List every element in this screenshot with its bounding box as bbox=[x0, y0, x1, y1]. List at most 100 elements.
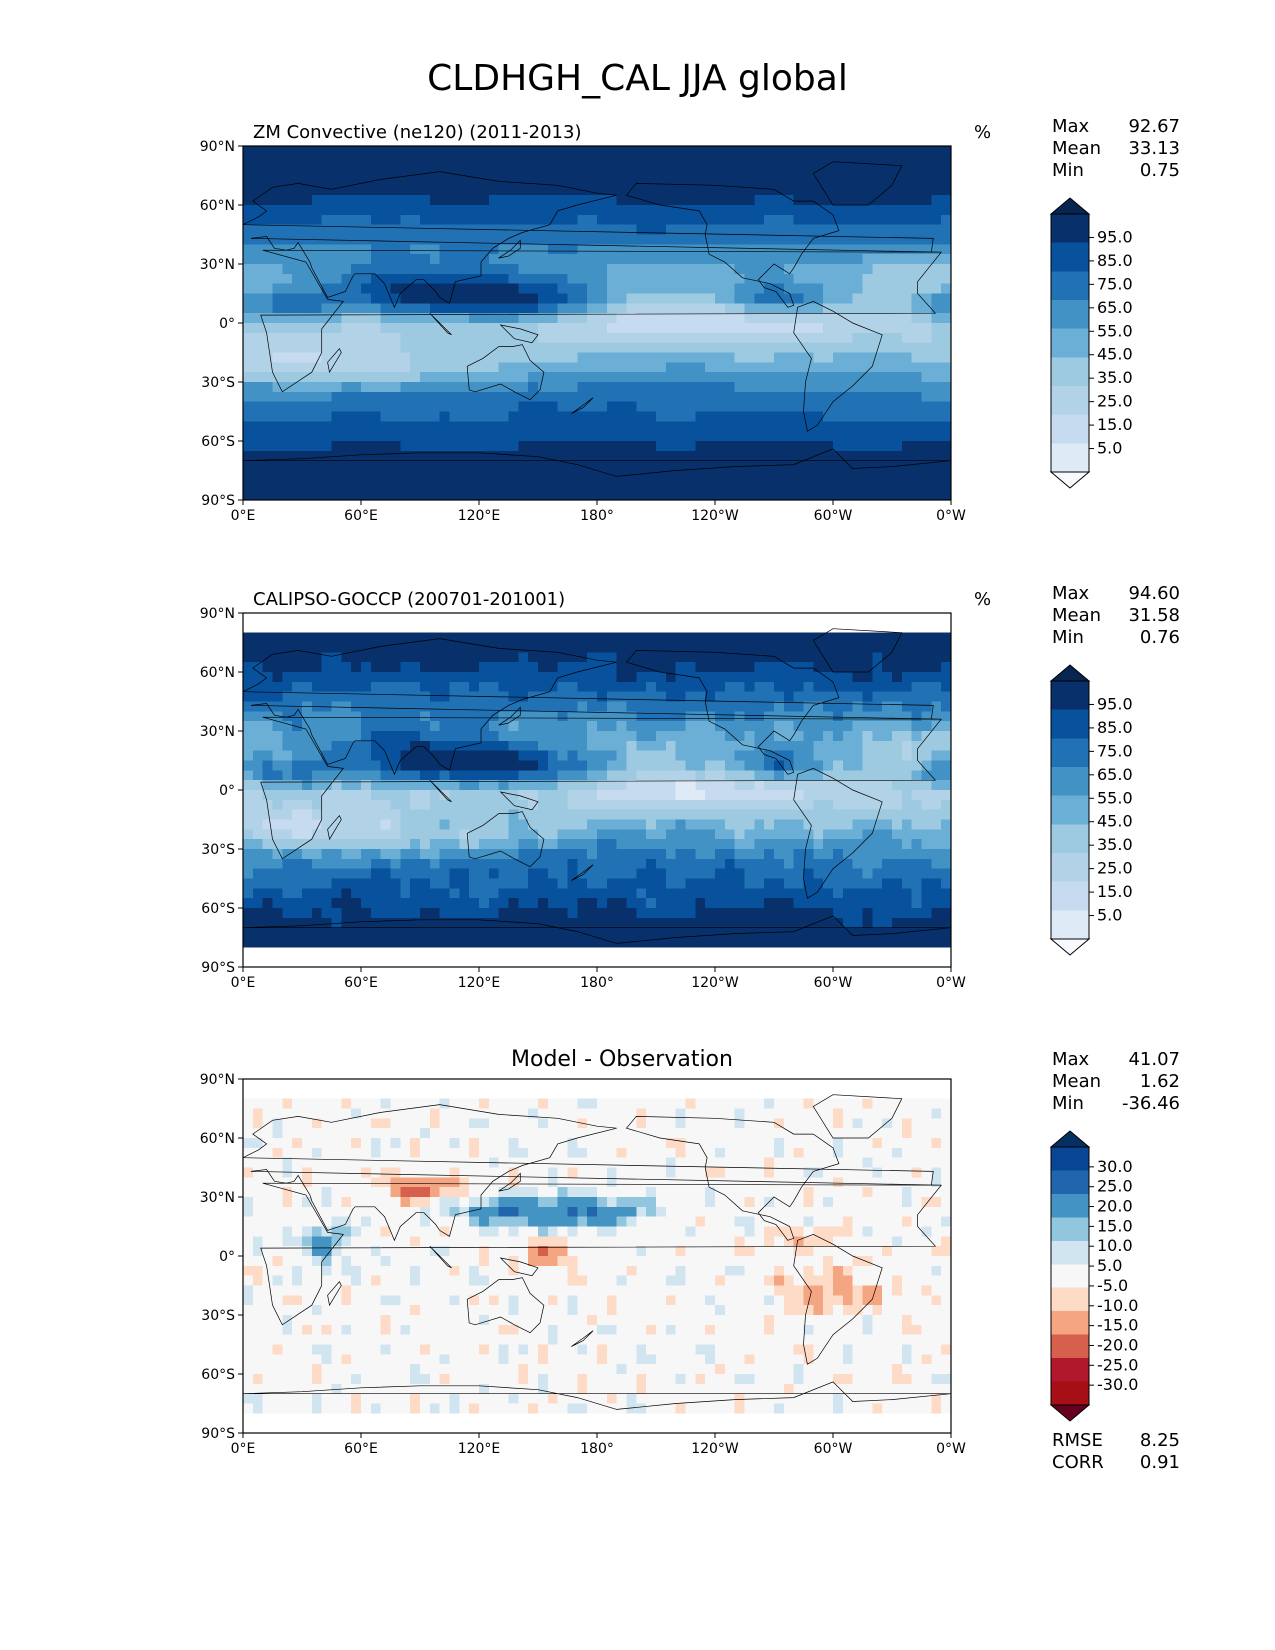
field-cell bbox=[439, 303, 451, 314]
field-cell bbox=[272, 293, 283, 304]
field-cell bbox=[793, 819, 805, 830]
field-cell bbox=[390, 273, 401, 285]
field-cell bbox=[695, 362, 706, 373]
field-cell bbox=[370, 372, 382, 383]
field-cell bbox=[862, 888, 873, 899]
field-cell bbox=[803, 917, 814, 929]
field-cell bbox=[803, 431, 814, 442]
field-cell bbox=[321, 372, 333, 383]
field-cell bbox=[410, 642, 421, 653]
field-cell bbox=[803, 878, 814, 889]
field-cell bbox=[911, 450, 923, 462]
field-cell bbox=[547, 622, 559, 634]
field-cell bbox=[774, 681, 785, 693]
field-cell bbox=[695, 898, 706, 909]
field-cell bbox=[420, 819, 431, 830]
field-cell bbox=[882, 790, 893, 801]
field-cell bbox=[459, 740, 470, 752]
field-cell bbox=[833, 829, 844, 840]
field-cell bbox=[390, 391, 401, 403]
field-cell bbox=[567, 382, 578, 393]
field-cell bbox=[272, 175, 283, 186]
field-cell bbox=[498, 470, 510, 481]
field-cell bbox=[724, 613, 736, 624]
field-cell bbox=[803, 691, 814, 703]
field-cell bbox=[557, 662, 569, 673]
field-cell bbox=[311, 155, 323, 167]
field-cell bbox=[616, 731, 628, 742]
field-cell bbox=[646, 652, 657, 663]
field-cell bbox=[764, 470, 775, 481]
field-cell bbox=[931, 362, 942, 373]
field-cell bbox=[488, 323, 500, 334]
field-cell bbox=[361, 165, 372, 177]
field-cell bbox=[420, 780, 431, 791]
field-cell bbox=[469, 460, 480, 472]
field-cell bbox=[921, 146, 932, 157]
field-cell bbox=[754, 642, 765, 653]
field-cell bbox=[370, 224, 382, 236]
field-cell bbox=[272, 195, 283, 206]
field-cell bbox=[272, 214, 283, 226]
field-cell bbox=[852, 760, 864, 771]
field-cell bbox=[695, 332, 706, 344]
field-cell bbox=[538, 362, 549, 373]
field-cell bbox=[862, 790, 873, 801]
field-cell bbox=[420, 411, 431, 422]
field-cell bbox=[420, 352, 431, 363]
field-cell bbox=[410, 799, 421, 811]
field-cell bbox=[469, 421, 480, 432]
field-cell bbox=[646, 917, 657, 929]
field-cell bbox=[754, 185, 765, 196]
field-cell bbox=[390, 332, 401, 344]
field-cell bbox=[931, 691, 942, 703]
field-cell bbox=[449, 691, 460, 703]
field-cell bbox=[705, 490, 716, 501]
field-cell bbox=[744, 701, 755, 712]
field-cell bbox=[420, 868, 431, 880]
field-cell bbox=[577, 898, 588, 909]
field-cell bbox=[636, 711, 647, 722]
field-cell bbox=[646, 293, 657, 304]
field-cell bbox=[449, 799, 460, 811]
field-cell bbox=[488, 888, 500, 899]
field-cell bbox=[547, 858, 559, 870]
field-cell bbox=[882, 441, 893, 452]
field-cell bbox=[587, 254, 598, 265]
field-cell bbox=[282, 185, 293, 196]
field-cell bbox=[488, 760, 500, 771]
field-cell bbox=[705, 829, 716, 840]
field-cell bbox=[518, 490, 529, 501]
field-cell bbox=[606, 632, 618, 644]
field-cell bbox=[665, 313, 677, 324]
field-cell bbox=[833, 480, 844, 491]
field-cell bbox=[852, 224, 864, 236]
field-cell bbox=[754, 652, 765, 663]
field-cell bbox=[715, 672, 726, 683]
field-cell bbox=[597, 175, 608, 186]
field-cell bbox=[252, 421, 264, 432]
field-cell bbox=[400, 780, 411, 791]
field-cell bbox=[547, 313, 559, 324]
field-cell bbox=[626, 214, 637, 226]
field-cell bbox=[508, 401, 519, 413]
stat-min-label: Min bbox=[1052, 160, 1084, 181]
field-cell bbox=[439, 701, 451, 712]
field-cell bbox=[488, 917, 500, 929]
field-cell bbox=[665, 450, 677, 462]
field-cell bbox=[734, 332, 746, 344]
field-cell bbox=[764, 342, 775, 354]
field-cell bbox=[774, 799, 785, 811]
field-cell bbox=[331, 273, 342, 285]
field-cell bbox=[833, 411, 844, 422]
field-cell bbox=[941, 214, 952, 226]
field-cell bbox=[675, 622, 687, 634]
field-cell bbox=[252, 214, 264, 226]
field-cell bbox=[262, 165, 274, 177]
field-cell bbox=[557, 888, 569, 899]
field-cell bbox=[823, 391, 834, 403]
field-cell bbox=[921, 691, 932, 703]
field-cell bbox=[892, 878, 903, 889]
field-cell bbox=[547, 224, 559, 236]
field-cell bbox=[715, 819, 726, 830]
